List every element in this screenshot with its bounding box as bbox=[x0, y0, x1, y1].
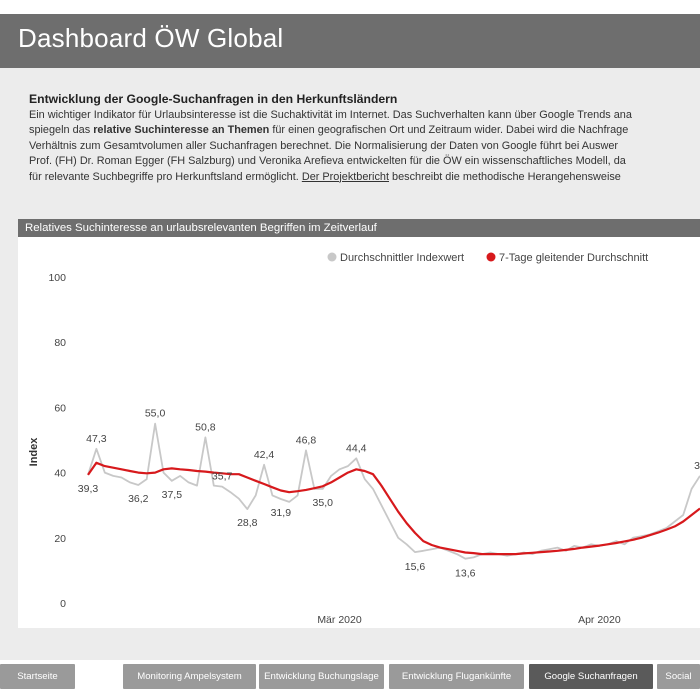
data-label: 44,4 bbox=[346, 442, 367, 454]
data-label: 46,8 bbox=[296, 434, 317, 446]
legend-moving-average-label: 7-Tage gleitender Durchschnitt bbox=[499, 252, 648, 264]
line-chart: 0 20 40 60 80 100 Mär 2020 Apr 2020 Index 39,3 47,… bbox=[28, 252, 700, 626]
data-label: 35,7 bbox=[212, 471, 233, 483]
main-content: Entwicklung der Google-Suchanfragen in d… bbox=[0, 68, 700, 660]
legend-moving-average-marker bbox=[486, 252, 496, 262]
x-tick-label: Mär 2020 bbox=[317, 614, 362, 626]
data-label: 28,8 bbox=[237, 517, 258, 529]
intro-line-2-start: spiegeln das bbox=[29, 124, 94, 137]
y-tick-label: 100 bbox=[48, 272, 66, 284]
intro-line-5-end: beschreibt die methodische Herangehenswe… bbox=[389, 170, 621, 183]
y-tick-label: 60 bbox=[54, 402, 66, 414]
y-tick-label: 40 bbox=[54, 468, 66, 480]
project-report-link[interactable]: Der Projektbericht bbox=[301, 170, 389, 183]
intro-line-2-bold: relative Suchinteresse an Themen bbox=[93, 124, 270, 137]
data-label: 55,0 bbox=[145, 408, 166, 420]
data-label: 31,9 bbox=[271, 507, 292, 519]
intro-section: Entwicklung der Google-Suchanfragen in d… bbox=[29, 92, 700, 185]
legend-average-index-marker bbox=[327, 252, 337, 262]
intro-line-2: spiegeln das relative Suchinteresse an T… bbox=[29, 123, 700, 138]
data-label: 50,8 bbox=[195, 421, 216, 433]
intro-line-5: für relevante Suchbegriffe pro Herkunfts… bbox=[29, 170, 700, 185]
data-label: 39,3 bbox=[78, 483, 99, 495]
data-label: 36,2 bbox=[128, 493, 149, 505]
y-tick-label: 20 bbox=[54, 533, 66, 545]
data-label: 39 bbox=[694, 460, 700, 472]
nav-button-social[interactable]: Social bbox=[657, 664, 700, 689]
data-label: 37,5 bbox=[162, 489, 183, 501]
y-tick-label: 80 bbox=[54, 337, 66, 349]
page-title: Dashboard ÖW Global bbox=[18, 23, 284, 53]
intro-heading: Entwicklung der Google-Suchanfragen in d… bbox=[29, 92, 398, 106]
chart-card: 0 20 40 60 80 100 Mär 2020 Apr 2020 Index 39,3 47,… bbox=[18, 219, 700, 628]
intro-line-3: Verhältnis zum Gesamtvolumen aller Sucha… bbox=[29, 139, 619, 152]
intro-line-4: Prof. (FH) Dr. Roman Egger (FH Salzburg)… bbox=[29, 155, 626, 168]
y-tick-label: 0 bbox=[60, 598, 66, 610]
intro-line-5-start: für relevante Suchbegriffe pro Herkunfts… bbox=[29, 170, 302, 183]
y-axis-title: Index bbox=[28, 437, 40, 467]
intro-line-1: Ein wichtiger Indikator für Urlaubsinter… bbox=[29, 109, 632, 121]
x-tick-label: Apr 2020 bbox=[578, 614, 621, 626]
legend-average-index-label: Durchschnittler Indexwert bbox=[340, 252, 464, 264]
moving-average-line bbox=[87, 461, 700, 556]
nav-button-startseite[interactable]: Startseite bbox=[0, 664, 75, 689]
data-label: 35,0 bbox=[313, 497, 334, 509]
chart-card-title: Relatives Suchinteresse an urlaubsreleva… bbox=[18, 219, 700, 237]
data-label: 15,6 bbox=[405, 561, 426, 573]
app-header: Dashboard ÖW Global bbox=[0, 14, 700, 68]
data-label: 42,4 bbox=[254, 449, 275, 461]
intro-line-2-end: für einen geografischen Ort und Zeitraum… bbox=[269, 124, 629, 137]
data-label: 47,3 bbox=[86, 433, 107, 445]
nav-button-monitoring-ampelsystem[interactable]: Monitoring Ampelsystem bbox=[123, 664, 256, 689]
nav-button-entwicklung-flugankünfte[interactable]: Entwicklung Flugankünfte bbox=[389, 664, 524, 689]
bottom-navigation: Startseite Monitoring Ampelsystem Entwickl… bbox=[0, 660, 700, 700]
data-label: 13,6 bbox=[455, 568, 476, 580]
nav-button-entwicklung-buchungslage[interactable]: Entwicklung Buchungslage bbox=[259, 664, 384, 689]
nav-button-google-suchanfragen[interactable]: Google Suchanfragen bbox=[529, 664, 653, 689]
